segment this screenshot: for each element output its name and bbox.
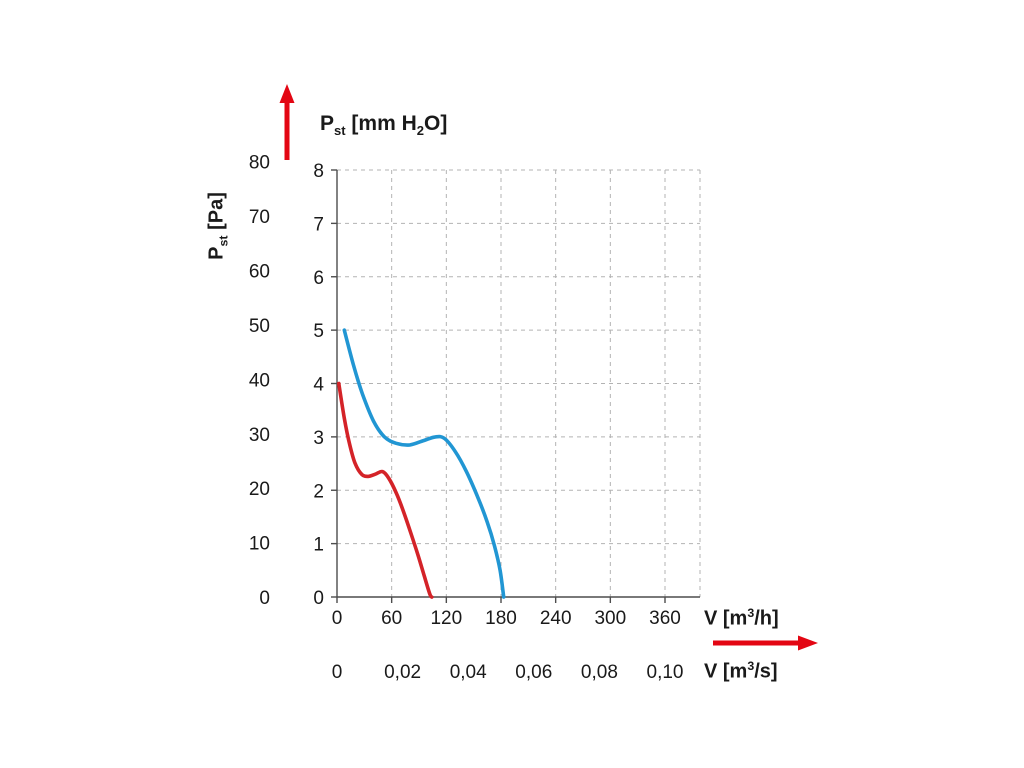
- y-tick-label-pa: 60: [249, 262, 270, 283]
- y-tick-label-pa: 20: [249, 479, 270, 500]
- y-axis-title: Pst [Pa]: [205, 192, 231, 260]
- axis-layer: [331, 169, 700, 603]
- x-tick-label-m3s: 0,06: [515, 662, 552, 683]
- y-tick-label-mm: 5: [313, 321, 324, 342]
- x-tick-label-m3h: 180: [485, 608, 517, 629]
- x-axis-arrowhead-icon: [798, 635, 818, 651]
- y-axis-arrowhead-icon: [279, 84, 295, 103]
- y-tick-label-mm: 0: [313, 588, 324, 609]
- y-tick-label-pa: 40: [249, 370, 270, 391]
- y-tick-label-mm: 3: [313, 428, 324, 449]
- x-tick-label-m3h: 240: [540, 608, 572, 629]
- y-tick-label-mm: 6: [313, 268, 324, 289]
- y-tick-label-mm: 8: [313, 161, 324, 182]
- high-speed-curve: [342, 328, 506, 599]
- y-tick-label-mm: 7: [313, 214, 324, 235]
- y-tick-label-pa: 70: [249, 207, 270, 228]
- x-tick-label-m3h: 300: [594, 608, 626, 629]
- grid-layer: [337, 169, 701, 597]
- y-tick-label-pa: 0: [259, 588, 270, 609]
- x-tick-label-m3h: 0: [332, 608, 343, 629]
- x-tick-label-m3s: 0: [332, 662, 343, 683]
- x-tick-label-m3s: 0,10: [647, 662, 684, 683]
- x-axis-title-m3h: V [m3/h]: [704, 606, 779, 630]
- curve-layer: [337, 328, 506, 599]
- y-tick-label-pa: 30: [249, 425, 270, 446]
- y2-axis-title: Pst [mm H2O]: [320, 112, 448, 139]
- y-tick-label-mm: 1: [313, 535, 324, 556]
- x-tick-label-m3h: 120: [430, 608, 462, 629]
- y-tick-label-mm: 4: [313, 375, 324, 396]
- x-tick-label-m3h: 360: [649, 608, 681, 629]
- x-axis-title-m3s: V [m3/s]: [704, 659, 778, 683]
- y-tick-label-pa: 50: [249, 316, 270, 337]
- x-tick-label-m3s: 0,02: [384, 662, 421, 683]
- low-speed-curve: [337, 381, 434, 599]
- y-tick-label-pa: 80: [249, 153, 270, 174]
- x-tick-label-m3h: 60: [381, 608, 402, 629]
- arrow-layer: [279, 84, 818, 651]
- y-tick-label-pa: 10: [249, 534, 270, 555]
- x-tick-label-m3s: 0,04: [450, 662, 487, 683]
- x-tick-label-m3s: 0,08: [581, 662, 618, 683]
- y-tick-label-mm: 2: [313, 481, 324, 502]
